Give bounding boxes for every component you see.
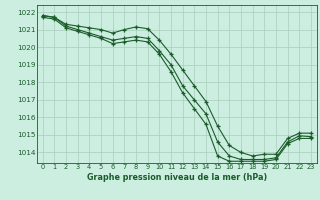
X-axis label: Graphe pression niveau de la mer (hPa): Graphe pression niveau de la mer (hPa) <box>87 173 267 182</box>
